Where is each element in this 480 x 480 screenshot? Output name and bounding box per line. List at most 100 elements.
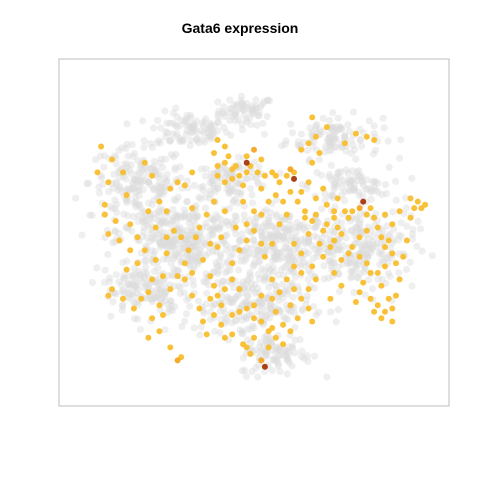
- expressing-cell-point: [214, 244, 221, 250]
- background-cell-point: [281, 349, 289, 357]
- expressing-cell-point: [109, 156, 115, 163]
- background-cell-point: [330, 258, 338, 267]
- background-cell-point: [261, 274, 269, 282]
- expressing-cell-point: [360, 279, 367, 286]
- background-cell-point: [356, 209, 365, 218]
- background-cell-point: [222, 165, 230, 173]
- background-cell-point: [142, 294, 150, 303]
- background-cell-point: [330, 229, 338, 237]
- background-cell-point: [148, 200, 156, 209]
- expressing-cell-point: [276, 289, 283, 296]
- background-cell-point: [276, 367, 284, 376]
- background-cell-point: [329, 126, 337, 135]
- expressing-cell-point: [116, 237, 123, 244]
- background-cell-point: [311, 245, 319, 253]
- background-cell-point: [190, 181, 198, 189]
- background-cell-point: [181, 213, 189, 221]
- expressing-cell-point: [374, 269, 381, 276]
- expressing-cell-point: [251, 302, 257, 309]
- background-cell-point: [139, 208, 147, 216]
- background-cell-point: [229, 199, 237, 207]
- background-cell-point: [176, 137, 184, 145]
- background-cell-point: [209, 176, 218, 185]
- expressing-cell-point: [298, 250, 305, 257]
- background-cell-point: [325, 257, 333, 265]
- background-cell-point: [374, 188, 382, 196]
- background-cell-point: [105, 278, 114, 286]
- background-cell-point: [232, 213, 240, 221]
- background-cell-point: [291, 336, 299, 344]
- expressing-cell-point: [305, 305, 312, 312]
- background-cell-point: [241, 281, 249, 289]
- background-cell-point: [148, 143, 156, 151]
- background-cell-point: [263, 352, 271, 360]
- background-cell-point: [234, 153, 243, 161]
- background-cell-point: [203, 223, 211, 231]
- background-cell-point: [242, 115, 250, 123]
- expressing-cell-point: [272, 192, 279, 199]
- background-cell-point: [265, 214, 273, 222]
- background-cell-point: [326, 134, 334, 142]
- background-cell-point: [123, 160, 131, 168]
- expressing-cell-point: [149, 315, 156, 322]
- background-cell-point: [372, 186, 380, 194]
- background-cell-point: [221, 168, 229, 176]
- background-cell-point: [118, 188, 126, 196]
- expressing-cell-point: [327, 244, 334, 250]
- background-cell-point: [338, 184, 346, 192]
- background-cell-point: [206, 119, 214, 127]
- background-cell-point: [183, 127, 191, 135]
- background-cell-point: [157, 155, 165, 163]
- background-cell-point: [240, 257, 248, 265]
- expressing-cell-point: [174, 179, 181, 186]
- background-cell-point: [239, 354, 247, 362]
- background-cell-point: [111, 204, 119, 213]
- background-cell-point: [262, 222, 270, 230]
- expressing-cell-point: [414, 198, 421, 205]
- background-cell-point: [345, 186, 353, 194]
- background-cell-point: [192, 255, 200, 263]
- background-cell-point: [295, 244, 303, 253]
- background-cell-point: [334, 306, 342, 314]
- background-cell-point: [169, 109, 178, 117]
- background-cell-point: [148, 297, 156, 306]
- background-cell-point: [129, 290, 137, 298]
- background-cell-point: [151, 167, 159, 175]
- background-cell-point: [255, 298, 263, 307]
- background-cell-point: [305, 239, 313, 247]
- background-cell-point: [260, 130, 269, 138]
- background-cell-point: [166, 119, 174, 127]
- background-cell-point: [189, 240, 198, 248]
- background-cell-point: [210, 216, 218, 224]
- background-cell-point: [241, 298, 249, 306]
- background-cell-point: [305, 237, 313, 245]
- background-cell-point: [244, 104, 252, 112]
- background-cell-point: [106, 202, 114, 211]
- background-cell-point: [258, 298, 266, 306]
- background-cell-point: [166, 137, 174, 145]
- background-cell-point: [186, 128, 195, 136]
- background-cell-point: [168, 243, 177, 251]
- background-cell-point: [318, 205, 326, 213]
- expressing-cell-point: [291, 286, 297, 293]
- background-cell-point: [327, 262, 336, 271]
- background-cell-point: [287, 250, 295, 258]
- background-cell-point: [367, 188, 375, 196]
- background-cell-point: [265, 219, 273, 227]
- background-cell-point: [267, 301, 275, 309]
- background-cell-point: [133, 289, 141, 297]
- background-cell-point: [209, 231, 217, 239]
- background-cell-point: [226, 252, 235, 260]
- background-cell-point: [244, 298, 252, 306]
- background-cell-point: [196, 195, 205, 203]
- background-cell-point: [124, 289, 132, 297]
- background-cell-point: [359, 192, 367, 200]
- background-cell-point: [155, 212, 163, 220]
- background-cell-point: [130, 181, 138, 189]
- background-cell-point: [332, 128, 340, 136]
- background-cell-point: [298, 306, 306, 315]
- background-cell-point: [285, 259, 293, 267]
- background-cell-point: [318, 234, 326, 242]
- background-cell-point: [428, 252, 436, 260]
- background-cell-point: [354, 261, 362, 269]
